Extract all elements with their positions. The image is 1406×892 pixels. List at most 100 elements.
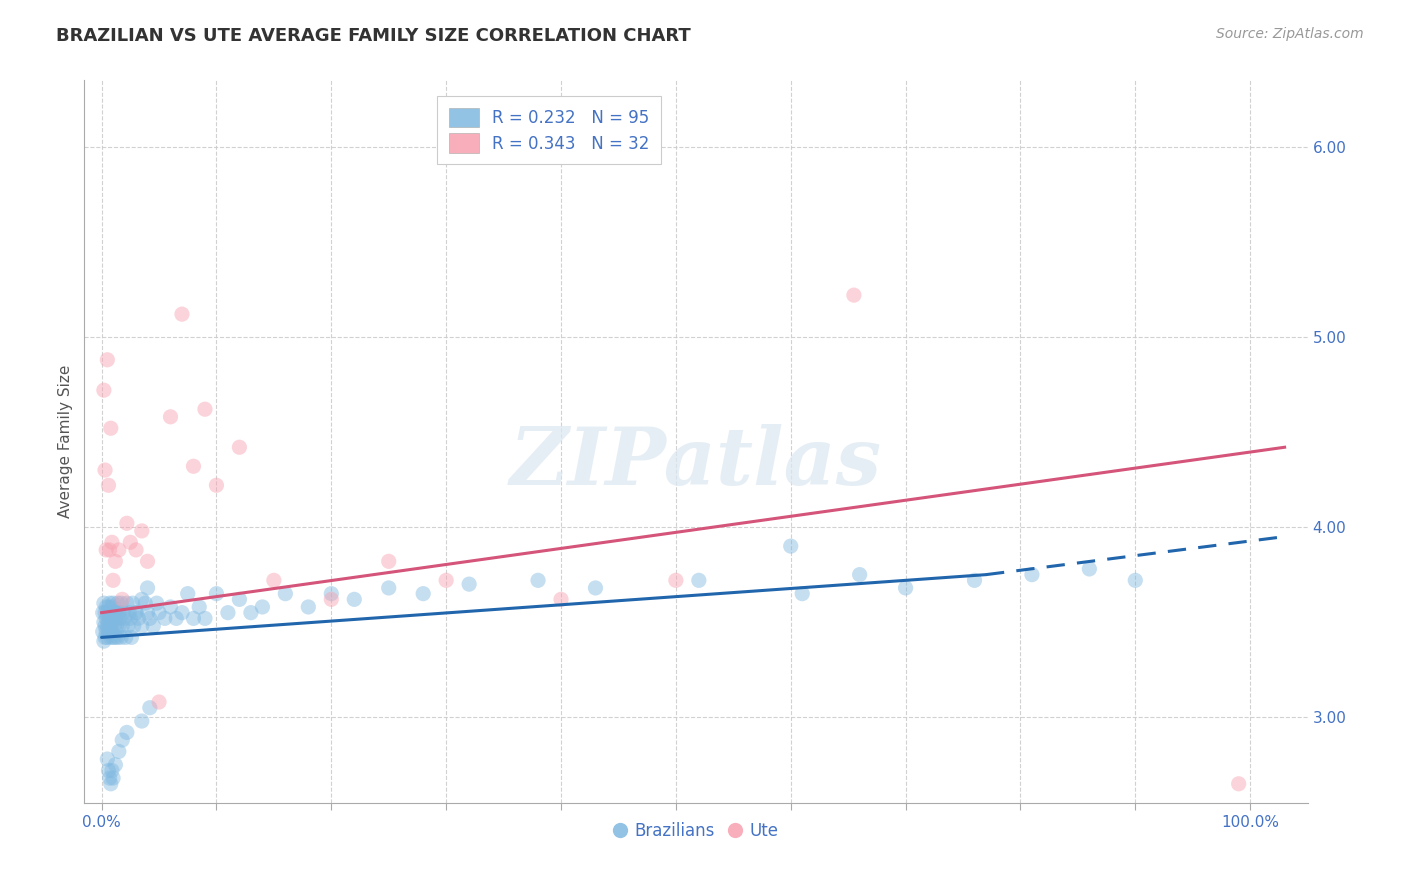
Text: ZIPatlas: ZIPatlas	[510, 425, 882, 502]
Point	[117, 619, 139, 633]
Point	[100, 606, 122, 620]
Point	[93, 634, 115, 648]
Point	[963, 574, 986, 588]
Point	[96, 624, 118, 639]
Point	[550, 592, 572, 607]
Point	[114, 631, 136, 645]
Point	[96, 606, 118, 620]
Point	[103, 619, 125, 633]
Point	[665, 574, 688, 588]
Point	[96, 542, 118, 557]
Y-axis label: Average Family Size: Average Family Size	[58, 365, 73, 518]
Text: Source: ZipAtlas.com: Source: ZipAtlas.com	[1216, 27, 1364, 41]
Point	[842, 288, 865, 302]
Point	[343, 592, 366, 607]
Point	[434, 574, 457, 588]
Point	[98, 771, 121, 785]
Point	[1021, 567, 1043, 582]
Point	[101, 611, 124, 625]
Point	[527, 574, 550, 588]
Point	[139, 700, 162, 714]
Point	[96, 619, 118, 633]
Point	[188, 599, 211, 614]
Point	[183, 611, 205, 625]
Point	[107, 631, 129, 645]
Point	[136, 554, 159, 568]
Point	[779, 539, 801, 553]
Point	[93, 615, 115, 629]
Point	[103, 606, 125, 620]
Point	[104, 757, 127, 772]
Point	[94, 606, 117, 620]
Point	[100, 777, 122, 791]
Point	[101, 631, 124, 645]
Point	[125, 606, 148, 620]
Point	[131, 619, 153, 633]
Point	[170, 307, 193, 321]
Point	[100, 619, 122, 633]
Point	[115, 596, 138, 610]
Point	[105, 619, 128, 633]
Point	[1123, 574, 1146, 588]
Point	[127, 611, 149, 625]
Point	[101, 535, 124, 549]
Point	[96, 611, 118, 625]
Point	[170, 606, 193, 620]
Point	[205, 478, 228, 492]
Point	[148, 606, 170, 620]
Point	[91, 624, 114, 639]
Point	[100, 421, 122, 435]
Point	[194, 402, 217, 417]
Point	[104, 611, 127, 625]
Point	[122, 619, 145, 633]
Point	[183, 459, 205, 474]
Point	[97, 615, 120, 629]
Point	[177, 587, 200, 601]
Point	[145, 596, 167, 610]
Point	[153, 611, 176, 625]
Point	[96, 631, 118, 645]
Point	[139, 611, 162, 625]
Point	[94, 619, 117, 633]
Point	[97, 478, 120, 492]
Point	[688, 574, 710, 588]
Point	[228, 440, 250, 454]
Point	[108, 619, 131, 633]
Point	[107, 596, 129, 610]
Point	[94, 463, 117, 477]
Point	[108, 744, 131, 758]
Point	[101, 624, 124, 639]
Point	[159, 599, 181, 614]
Point	[96, 752, 118, 766]
Point	[100, 631, 122, 645]
Point	[125, 542, 148, 557]
Point	[93, 383, 115, 397]
Point	[104, 631, 127, 645]
Point	[97, 624, 120, 639]
Point	[96, 352, 118, 367]
Point	[101, 599, 124, 614]
Point	[217, 606, 239, 620]
Point	[114, 611, 136, 625]
Point	[120, 631, 142, 645]
Point	[321, 592, 343, 607]
Text: BRAZILIAN VS UTE AVERAGE FAMILY SIZE CORRELATION CHART: BRAZILIAN VS UTE AVERAGE FAMILY SIZE COR…	[56, 27, 690, 45]
Point	[105, 606, 128, 620]
Point	[252, 599, 274, 614]
Point	[1227, 777, 1250, 791]
Point	[108, 611, 131, 625]
Point	[136, 606, 159, 620]
Point	[115, 516, 138, 531]
Point	[142, 619, 165, 633]
Point	[98, 624, 121, 639]
Point	[165, 611, 187, 625]
Point	[118, 606, 141, 620]
Point	[377, 554, 399, 568]
Point	[159, 409, 181, 424]
Point	[848, 567, 870, 582]
Point	[115, 725, 138, 739]
Point	[111, 619, 134, 633]
Point	[377, 581, 399, 595]
Point	[101, 764, 124, 778]
Point	[131, 714, 153, 728]
